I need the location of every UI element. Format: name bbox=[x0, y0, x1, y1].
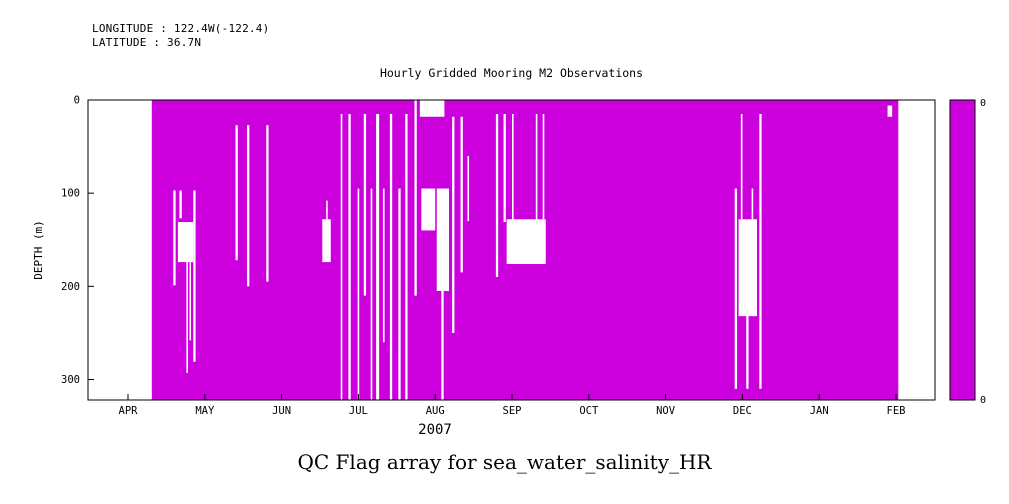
data-gap bbox=[414, 100, 417, 296]
data-gap bbox=[542, 113, 545, 220]
y-tick-label: 100 bbox=[61, 188, 80, 200]
data-gap bbox=[452, 116, 455, 333]
data-gap bbox=[436, 188, 450, 291]
data-gap bbox=[382, 188, 385, 343]
data-gap bbox=[363, 113, 367, 296]
data-gap bbox=[751, 188, 754, 220]
data-gap bbox=[419, 100, 445, 117]
x-tick-label: SEP bbox=[503, 405, 522, 417]
y-tick-label: 0 bbox=[74, 95, 80, 107]
data-gap bbox=[186, 262, 188, 373]
x-tick-label: OCT bbox=[579, 405, 599, 417]
x-tick-label: JAN bbox=[810, 405, 829, 417]
colorbar-top-label: 0 bbox=[980, 98, 986, 109]
data-gap bbox=[376, 113, 380, 400]
data-gap bbox=[506, 219, 546, 264]
data-gap bbox=[235, 125, 238, 261]
data-gap bbox=[405, 113, 408, 400]
data-gap bbox=[370, 188, 373, 400]
longitude-label: LONGITUDE : 122.4W(-122.4) bbox=[92, 22, 270, 35]
x-tick-label: AUG bbox=[426, 405, 445, 417]
data-gap bbox=[247, 125, 250, 287]
data-gap bbox=[322, 219, 331, 263]
data-gap bbox=[348, 113, 351, 400]
data-gap bbox=[746, 316, 749, 389]
latitude-label: LATITUDE : 36.7N bbox=[92, 36, 202, 49]
data-gap bbox=[173, 190, 176, 286]
data-gap bbox=[495, 113, 499, 278]
data-gap bbox=[357, 188, 360, 400]
data-gap bbox=[738, 219, 757, 317]
plot-title: Hourly Gridded Mooring M2 Observations bbox=[379, 66, 644, 80]
y-axis-label: DEPTH (m) bbox=[32, 220, 45, 280]
x-tick-label: FEB bbox=[887, 405, 906, 417]
data-gap bbox=[266, 125, 269, 282]
data-gap bbox=[460, 116, 463, 273]
data-gap bbox=[503, 113, 506, 223]
data-gap bbox=[340, 113, 343, 400]
data-gap bbox=[759, 113, 762, 389]
x-tick-label: JUL bbox=[349, 405, 368, 417]
data-gap bbox=[467, 155, 470, 222]
colorbar bbox=[949, 99, 976, 401]
data-gap bbox=[193, 190, 196, 362]
data-gap bbox=[512, 113, 514, 220]
data-gap bbox=[441, 290, 444, 400]
data-gap bbox=[740, 113, 743, 220]
data-gap bbox=[179, 190, 182, 219]
x-tick-label: DEC bbox=[733, 405, 752, 417]
data-gap bbox=[389, 113, 393, 400]
x-tick-label: APR bbox=[119, 405, 139, 417]
figure-caption: QC Flag array for sea_water_salinity_HR bbox=[297, 450, 712, 474]
y-tick-label: 300 bbox=[61, 374, 80, 386]
data-gap bbox=[177, 222, 194, 263]
data-gap bbox=[734, 188, 738, 389]
y-tick-label: 200 bbox=[61, 281, 80, 293]
x-axis-year-label: 2007 bbox=[418, 422, 452, 438]
data-gap bbox=[189, 262, 192, 341]
x-tick-label: NOV bbox=[656, 405, 676, 417]
data-gap bbox=[326, 200, 328, 220]
x-tick-label: JUN bbox=[272, 405, 291, 417]
data-gap bbox=[421, 188, 436, 231]
data-gap bbox=[398, 188, 401, 400]
x-tick-label: MAY bbox=[195, 405, 215, 417]
colorbar-bottom-label: 0 bbox=[980, 395, 986, 406]
data-gap bbox=[535, 113, 538, 220]
data-gap bbox=[887, 105, 893, 117]
